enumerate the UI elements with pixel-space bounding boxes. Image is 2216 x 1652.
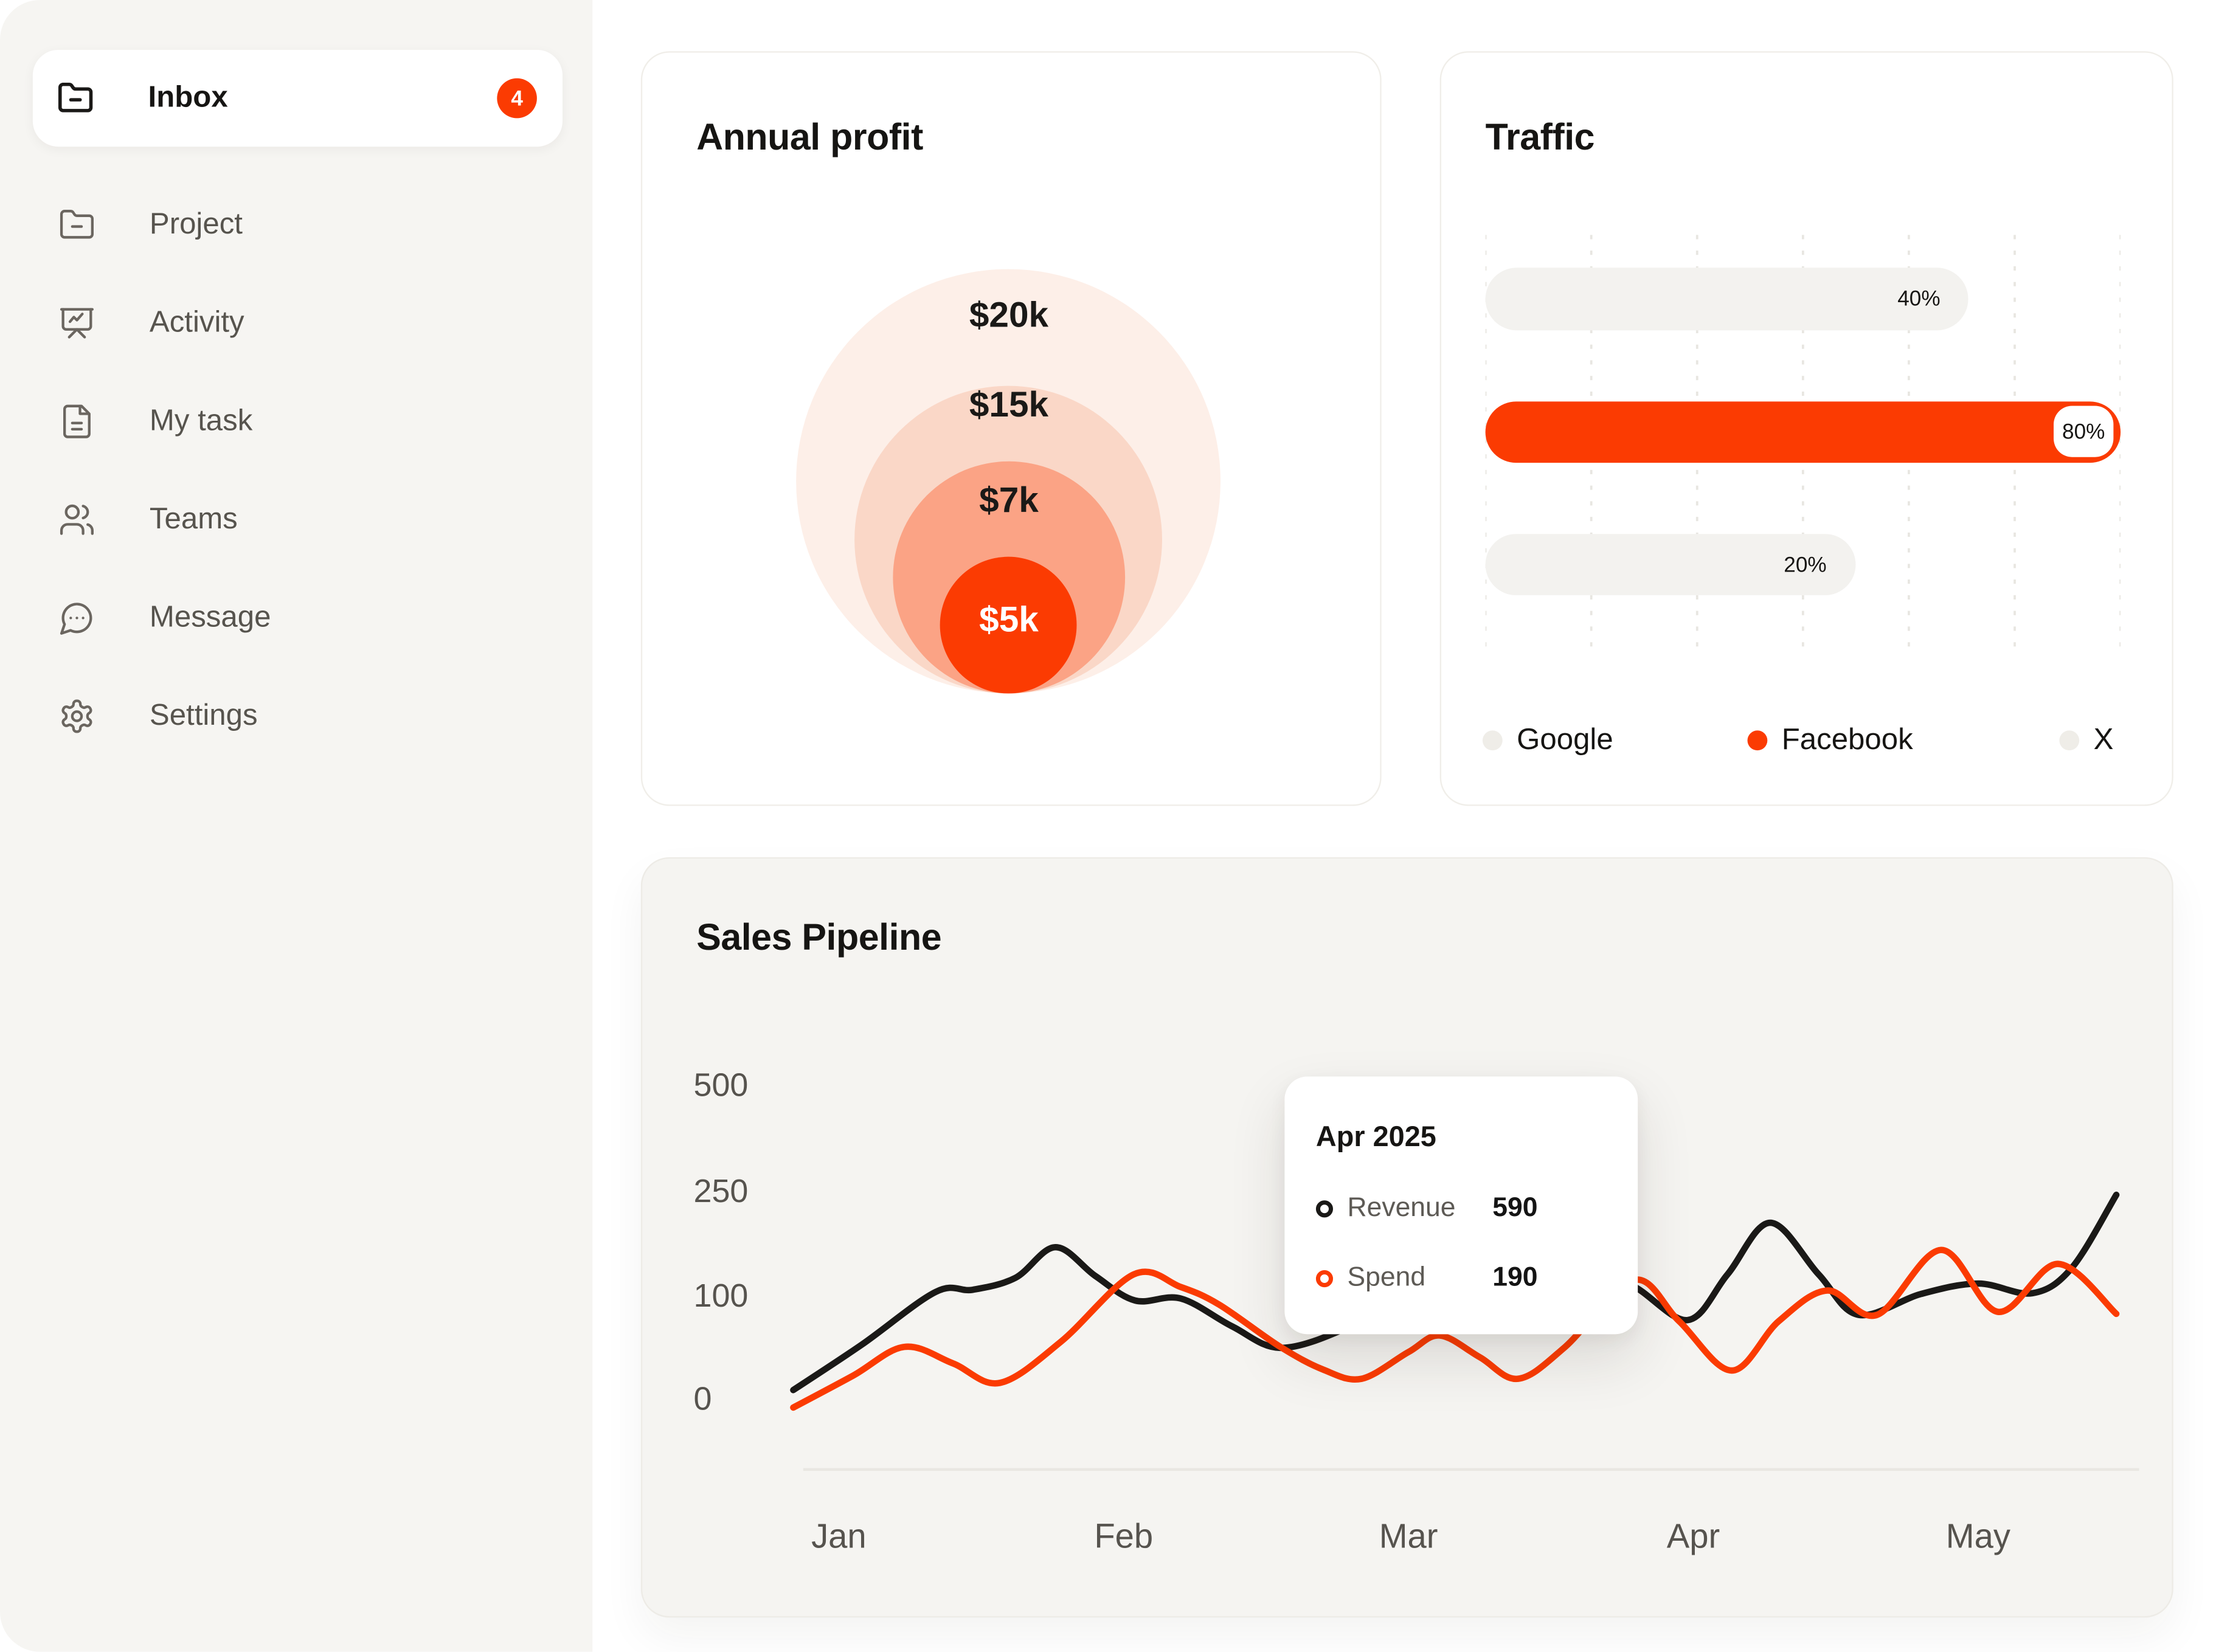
legend-dot bbox=[1747, 730, 1768, 751]
annual-ring-label: $7k bbox=[979, 480, 1039, 520]
sidebar-item-label: Message bbox=[149, 601, 271, 634]
y-tick-label: 100 bbox=[694, 1277, 749, 1314]
annual-ring-label: $5k bbox=[979, 600, 1039, 640]
tooltip-series-value: 590 bbox=[1492, 1193, 1538, 1223]
tooltip-series-name: Spend bbox=[1347, 1263, 1426, 1293]
sidebar-nav-list: Project Activity My task Teams bbox=[0, 184, 592, 758]
annual-ring-label: $20k bbox=[969, 295, 1049, 336]
traffic-card: Traffic 40% 80% 20% Google Facebook X bbox=[1439, 51, 2173, 807]
sidebar-item-label: Teams bbox=[149, 502, 238, 536]
presentation-icon bbox=[58, 305, 95, 342]
legend-item-facebook[interactable]: Facebook bbox=[1747, 723, 1913, 758]
folder-minus-icon bbox=[58, 207, 95, 244]
sidebar-item-inbox[interactable]: Inbox 4 bbox=[32, 49, 563, 147]
sidebar-item-label: Project bbox=[149, 207, 243, 241]
sidebar-item-activity[interactable]: Activity bbox=[0, 282, 592, 365]
legend-dot bbox=[1482, 730, 1503, 751]
traffic-bar-value: 40% bbox=[1897, 286, 1941, 311]
legend-item-google[interactable]: Google bbox=[1482, 723, 1613, 758]
sidebar-item-label: Settings bbox=[149, 699, 258, 732]
x-tick-label: Apr bbox=[1667, 1517, 1720, 1555]
x-tick-label: May bbox=[1946, 1517, 2010, 1555]
x-tick-label: Mar bbox=[1379, 1517, 1438, 1555]
legend-label: Google bbox=[1517, 723, 1613, 756]
sidebar: Inbox 4 Project Activity My task bbox=[0, 0, 593, 1652]
tooltip-series-name: Revenue bbox=[1347, 1193, 1456, 1223]
legend-label: Facebook bbox=[1781, 723, 1913, 756]
card-title: Traffic bbox=[1485, 115, 1595, 158]
traffic-bar-facebook[interactable]: 80% bbox=[1485, 401, 2121, 463]
annual-ring-$5k bbox=[940, 556, 1078, 694]
spend-marker-icon bbox=[1315, 1270, 1334, 1288]
annual-profit-bubble-chart: $20k $15k $7k $5k bbox=[642, 53, 1380, 805]
y-tick-label: 250 bbox=[694, 1173, 749, 1209]
tooltip-row-revenue: Revenue 590 bbox=[1315, 1193, 1609, 1225]
sidebar-item-message[interactable]: Message bbox=[0, 576, 592, 659]
sidebar-item-teams[interactable]: Teams bbox=[0, 479, 592, 561]
sidebar-item-my-task[interactable]: My task bbox=[0, 380, 592, 463]
annual-profit-card: $20k $15k $7k $5k Annual profit bbox=[640, 51, 1382, 806]
legend-label: X bbox=[2093, 723, 2114, 756]
y-tick-label: 0 bbox=[694, 1380, 712, 1417]
legend-item-x[interactable]: X bbox=[2059, 724, 2113, 758]
legend-dot bbox=[2059, 730, 2080, 751]
card-title: Sales Pipeline bbox=[696, 915, 942, 959]
sales-pipeline-card: 500 250 100 0 Jan Feb Mar Apr May Sales Pipeline… bbox=[640, 857, 2173, 1618]
y-tick-label: 500 bbox=[694, 1067, 749, 1104]
sidebar-item-project[interactable]: Project bbox=[0, 184, 592, 266]
tooltip-title: Apr 2025 bbox=[1315, 1122, 1436, 1153]
tooltip-row-spend: Spend 190 bbox=[1315, 1263, 1609, 1294]
sidebar-item-settings[interactable]: Settings bbox=[0, 675, 592, 758]
traffic-bar-google[interactable]: 40% bbox=[1485, 268, 1969, 331]
sidebar-item-label: Inbox bbox=[148, 81, 228, 114]
tooltip-series-value: 190 bbox=[1492, 1263, 1538, 1293]
gear-icon bbox=[58, 698, 95, 735]
sidebar-item-label: Activity bbox=[149, 306, 244, 339]
sidebar-item-label: My task bbox=[149, 404, 253, 437]
spend-line bbox=[790, 1246, 2120, 1411]
folder-minus-icon bbox=[57, 80, 94, 117]
x-tick-label: Feb bbox=[1094, 1517, 1153, 1555]
revenue-marker-icon bbox=[1315, 1200, 1334, 1218]
chart-tooltip: Apr 2025 Revenue 590 Spend 190 bbox=[1284, 1076, 1638, 1335]
annual-ring-label: $15k bbox=[969, 385, 1049, 426]
message-circle-icon bbox=[58, 600, 95, 637]
users-icon bbox=[58, 501, 95, 538]
file-text-icon bbox=[58, 403, 95, 440]
traffic-bar-x[interactable]: 20% bbox=[1485, 534, 1855, 595]
x-tick-label: Jan bbox=[811, 1517, 867, 1555]
inbox-unread-badge: 4 bbox=[497, 78, 537, 119]
traffic-bar-chart: 40% 80% 20% bbox=[1485, 53, 2121, 807]
traffic-bar-value-chip: 80% bbox=[2054, 406, 2114, 457]
traffic-bar-value: 20% bbox=[1784, 552, 1827, 577]
sales-pipeline-line-chart: 500 250 100 0 Jan Feb Mar Apr May bbox=[694, 1067, 2139, 1555]
card-title: Annual profit bbox=[696, 115, 923, 158]
